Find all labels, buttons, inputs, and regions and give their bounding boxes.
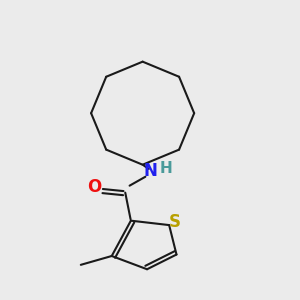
Text: H: H [160,161,172,176]
Text: O: O [87,178,101,196]
Text: N: N [143,162,157,180]
Text: S: S [169,213,181,231]
